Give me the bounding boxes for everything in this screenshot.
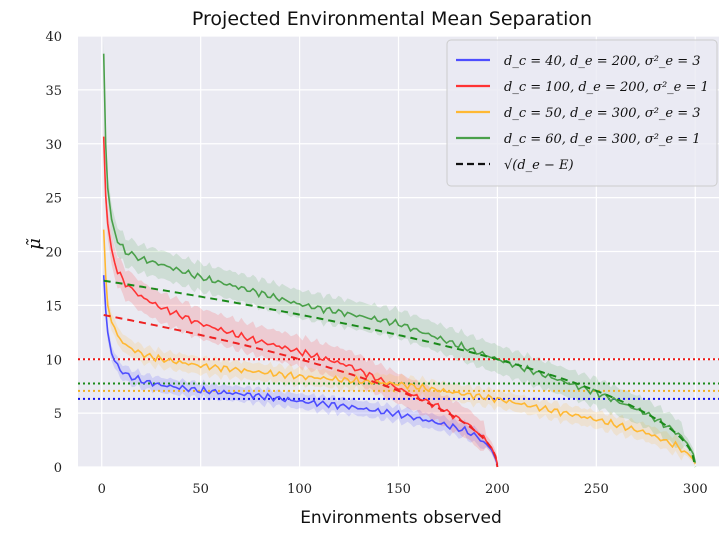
y-tick-label: 5	[54, 407, 62, 422]
y-tick-label: 30	[45, 138, 62, 153]
x-tick-label: 100	[287, 482, 312, 497]
x-tick-label: 200	[485, 482, 510, 497]
y-tick-label: 10	[45, 353, 62, 368]
chart-title: Projected Environmental Mean Separation	[192, 8, 592, 30]
y-tick-label: 0	[54, 461, 62, 476]
reference-curve	[103, 314, 499, 468]
x-tick-label: 300	[683, 482, 708, 497]
y-axis-label: μ̃	[24, 238, 45, 250]
series-line	[102, 53, 697, 463]
reference-curve	[103, 279, 697, 468]
y-tick-label: 35	[45, 84, 62, 99]
legend-box	[446, 39, 718, 187]
confidence-bands	[103, 39, 696, 467]
legend: d_c = 40, d_e = 200, σ²_e = 3 d_c = 100, …	[446, 39, 718, 187]
legend-label: √(d_e − E)	[504, 158, 574, 173]
series-line	[102, 275, 499, 466]
series-band	[103, 121, 498, 467]
x-tick-label: 150	[386, 482, 411, 497]
reference-curves	[103, 279, 697, 468]
y-tick-label: 40	[45, 30, 62, 45]
legend-label: d_c = 60, d_e = 300, σ²_e = 1	[504, 132, 701, 147]
series-line	[102, 229, 697, 465]
x-tick-label: 0	[98, 482, 106, 497]
x-axis-label: Environments observed	[300, 508, 502, 528]
y-tick-labels: 0 5 10 15 20 25 30 35 40	[45, 30, 62, 476]
y-tick-label: 20	[45, 246, 62, 261]
y-tick-label: 25	[45, 192, 62, 207]
x-tick-label: 50	[192, 482, 209, 497]
legend-label: d_c = 50, d_e = 300, σ²_e = 3	[504, 106, 701, 121]
legend-label: d_c = 100, d_e = 200, σ²_e = 1	[504, 80, 709, 95]
y-tick-label: 15	[45, 299, 62, 314]
legend-label: d_c = 40, d_e = 200, σ²_e = 3	[504, 54, 701, 69]
series-band	[103, 221, 696, 467]
x-tick-labels: 0 50 100 150 200 250 300	[98, 482, 708, 497]
series-band	[103, 267, 498, 467]
x-tick-label: 250	[584, 482, 609, 497]
